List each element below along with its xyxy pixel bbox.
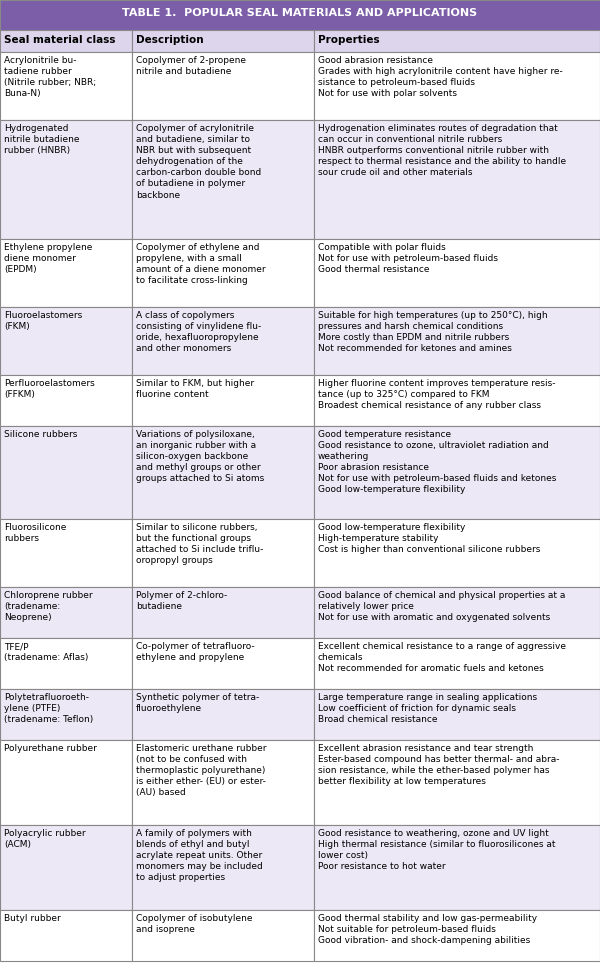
Bar [0, 740, 132, 825]
Text: Good abrasion resistance
Grades with high acrylonitrile content have higher re-
: Good abrasion resistance Grades with hig… [318, 56, 563, 98]
Text: Polyacrylic rubber
(ACM): Polyacrylic rubber (ACM) [4, 829, 86, 849]
Text: A class of copolymers
consisting of vinylidene flu-
oride, hexafluoropropylene
a: A class of copolymers consisting of viny… [136, 311, 261, 353]
Bar [132, 910, 314, 961]
Text: Fluoroelastomers
(FKM): Fluoroelastomers (FKM) [4, 311, 82, 331]
Text: Good low-temperature flexibility
High-temperature stability
Cost is higher than : Good low-temperature flexibility High-te… [318, 523, 541, 554]
Bar [132, 426, 314, 519]
Text: Perfluoroelastomers
(FFKM): Perfluoroelastomers (FFKM) [4, 379, 95, 399]
Bar [132, 587, 314, 638]
Text: Good balance of chemical and physical properties at a
relatively lower price
Not: Good balance of chemical and physical pr… [318, 591, 565, 622]
Bar [314, 426, 600, 519]
Bar [0, 825, 132, 910]
Bar [0, 910, 132, 961]
Bar [0, 239, 132, 307]
Bar [132, 239, 314, 307]
Bar [314, 825, 600, 910]
Text: Hydrogenated
nitrile butadiene
rubber (HNBR): Hydrogenated nitrile butadiene rubber (H… [4, 124, 79, 155]
Bar [314, 375, 600, 426]
Bar [0, 375, 132, 426]
Text: Good thermal stability and low gas-permeability
Not suitable for petroleum-based: Good thermal stability and low gas-perme… [318, 914, 537, 945]
Text: TFE/P
(tradename: Aflas): TFE/P (tradename: Aflas) [4, 642, 88, 662]
Bar [314, 689, 600, 740]
Text: Description: Description [136, 35, 203, 45]
Text: Copolymer of isobutylene
and isoprene: Copolymer of isobutylene and isoprene [136, 914, 253, 934]
Text: Excellent chemical resistance to a range of aggressive
chemicals
Not recommended: Excellent chemical resistance to a range… [318, 642, 566, 673]
Bar [314, 638, 600, 689]
Bar [132, 307, 314, 375]
Bar [0, 120, 132, 239]
Text: Butyl rubber: Butyl rubber [4, 914, 61, 923]
Bar [314, 30, 600, 52]
Text: Polyurethane rubber: Polyurethane rubber [4, 744, 97, 753]
Text: Excellent abrasion resistance and tear strength
Ester-based compound has better : Excellent abrasion resistance and tear s… [318, 744, 560, 787]
Text: Good temperature resistance
Good resistance to ozone, ultraviolet radiation and
: Good temperature resistance Good resista… [318, 430, 556, 495]
Text: Properties: Properties [318, 35, 380, 45]
Text: Polytetrafluoroeth-
ylene (PTFE)
(tradename: Teflon): Polytetrafluoroeth- ylene (PTFE) (traden… [4, 693, 93, 724]
Bar [314, 519, 600, 587]
Text: Good resistance to weathering, ozone and UV light
High thermal resistance (simil: Good resistance to weathering, ozone and… [318, 829, 556, 871]
Bar [0, 587, 132, 638]
Text: Compatible with polar fluids
Not for use with petroleum-based fluids
Good therma: Compatible with polar fluids Not for use… [318, 243, 498, 274]
Bar [314, 52, 600, 120]
Text: Ethylene propylene
diene monomer
(EPDM): Ethylene propylene diene monomer (EPDM) [4, 243, 92, 274]
Bar [314, 120, 600, 239]
Bar [314, 307, 600, 375]
Text: Higher fluorine content improves temperature resis-
tance (up to 325°C) compared: Higher fluorine content improves tempera… [318, 379, 556, 411]
Text: Fluorosilicone
rubbers: Fluorosilicone rubbers [4, 523, 67, 543]
Text: Acrylonitrile bu-
tadiene rubber
(Nitrile rubber; NBR;
Buna-N): Acrylonitrile bu- tadiene rubber (Nitril… [4, 56, 96, 98]
Bar [132, 825, 314, 910]
Text: Variations of polysiloxane,
an inorganic rubber with a
silicon-oxygen backbone
a: Variations of polysiloxane, an inorganic… [136, 430, 264, 483]
Bar [132, 30, 314, 52]
Bar [314, 910, 600, 961]
Text: Synthetic polymer of tetra-
fluoroethylene: Synthetic polymer of tetra- fluoroethyle… [136, 693, 259, 713]
Bar [314, 239, 600, 307]
Bar [132, 740, 314, 825]
Bar [0, 307, 132, 375]
Bar [132, 120, 314, 239]
Text: A family of polymers with
blends of ethyl and butyl
acrylate repeat units. Other: A family of polymers with blends of ethy… [136, 829, 263, 882]
Bar [314, 587, 600, 638]
Text: Copolymer of ethylene and
propylene, with a small
amount of a diene monomer
to f: Copolymer of ethylene and propylene, wit… [136, 243, 266, 285]
Bar [0, 426, 132, 519]
Bar [0, 0, 600, 30]
Bar [0, 689, 132, 740]
Bar [132, 519, 314, 587]
Text: Polymer of 2-chloro-
butadiene: Polymer of 2-chloro- butadiene [136, 591, 227, 611]
Text: Seal material class: Seal material class [4, 35, 115, 45]
Text: Copolymer of 2-propene
nitrile and butadiene: Copolymer of 2-propene nitrile and butad… [136, 56, 246, 76]
Text: Large temperature range in sealing applications
Low coefficient of friction for : Large temperature range in sealing appli… [318, 693, 537, 724]
Text: Chloroprene rubber
(tradename:
Neoprene): Chloroprene rubber (tradename: Neoprene) [4, 591, 92, 622]
Text: Copolymer of acrylonitrile
and butadiene, similar to
NBR but with subsequent
deh: Copolymer of acrylonitrile and butadiene… [136, 124, 261, 200]
Text: Suitable for high temperatures (up to 250°C), high
pressures and harsh chemical : Suitable for high temperatures (up to 25… [318, 311, 548, 353]
Bar [0, 52, 132, 120]
Text: Similar to FKM, but higher
fluorine content: Similar to FKM, but higher fluorine cont… [136, 379, 254, 399]
Text: Co-polymer of tetrafluoro-
ethylene and propylene: Co-polymer of tetrafluoro- ethylene and … [136, 642, 254, 662]
Text: Hydrogenation eliminates routes of degradation that
can occur in conventional ni: Hydrogenation eliminates routes of degra… [318, 124, 566, 177]
Text: TABLE 1.  POPULAR SEAL MATERIALS AND APPLICATIONS: TABLE 1. POPULAR SEAL MATERIALS AND APPL… [122, 8, 478, 18]
Bar [0, 638, 132, 689]
Bar [132, 375, 314, 426]
Text: Silicone rubbers: Silicone rubbers [4, 430, 77, 439]
Bar [132, 52, 314, 120]
Bar [0, 30, 132, 52]
Bar [132, 689, 314, 740]
Text: Similar to silicone rubbers,
but the functional groups
attached to Si include tr: Similar to silicone rubbers, but the fun… [136, 523, 263, 565]
Bar [0, 519, 132, 587]
Bar [132, 638, 314, 689]
Bar [314, 740, 600, 825]
Text: Elastomeric urethane rubber
(not to be confused with
thermoplastic polyurethane): Elastomeric urethane rubber (not to be c… [136, 744, 266, 797]
